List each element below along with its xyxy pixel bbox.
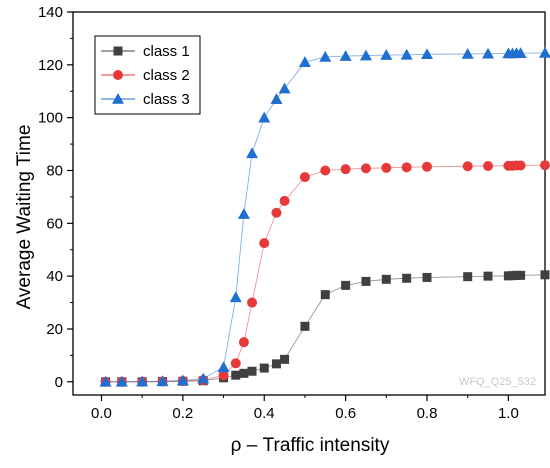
data-point xyxy=(278,82,291,94)
legend-marker xyxy=(112,93,124,104)
data-point xyxy=(319,50,332,62)
data-point xyxy=(115,375,128,387)
data-point xyxy=(259,238,270,249)
data-point xyxy=(218,370,229,381)
x-tick-label: 0.6 xyxy=(335,405,356,422)
data-point xyxy=(539,46,550,58)
data-point xyxy=(380,49,393,60)
data-point xyxy=(247,366,257,376)
legend-item: class 1 xyxy=(101,43,190,60)
data-point xyxy=(461,47,474,59)
legend-marker xyxy=(113,70,123,80)
series-3 xyxy=(99,46,550,387)
data-point xyxy=(540,270,550,280)
y-tick-label: 40 xyxy=(46,268,63,285)
data-point xyxy=(279,195,290,206)
data-point xyxy=(246,147,259,159)
legend: class 1 class 2 class 3 xyxy=(94,35,201,115)
legend-item: class 3 xyxy=(101,91,190,108)
data-point xyxy=(197,372,210,384)
data-point xyxy=(361,276,371,286)
axes: 0.0 0.2 0.4 0.6 0.8 1.0 0 20 40 60 80 100 120 140 xyxy=(38,4,546,422)
data-point xyxy=(340,164,351,175)
series-2 xyxy=(100,160,550,387)
data-point xyxy=(247,297,258,308)
data-point xyxy=(136,375,149,387)
data-point xyxy=(400,48,413,60)
data-point xyxy=(271,359,281,369)
y-tick-label: 80 xyxy=(46,162,63,179)
data-point xyxy=(483,271,493,281)
data-point xyxy=(280,354,290,364)
data-point xyxy=(341,280,351,290)
data-point xyxy=(483,160,494,171)
data-point xyxy=(540,160,550,171)
data-point xyxy=(299,172,310,183)
series-line xyxy=(105,164,546,383)
y-tick-label: 100 xyxy=(38,110,63,127)
x-tick-label: 0.2 xyxy=(172,405,193,422)
legend-label: class 2 xyxy=(143,67,190,84)
data-point xyxy=(156,375,169,387)
legend-label: class 3 xyxy=(143,91,190,108)
data-point xyxy=(359,49,372,61)
series-layer xyxy=(99,46,550,387)
data-point xyxy=(259,363,269,373)
data-point xyxy=(99,375,112,387)
x-axis-title: ρ – Traffic intensity xyxy=(231,435,390,456)
legend-label: class 1 xyxy=(143,43,190,60)
data-point xyxy=(271,207,282,218)
y-tick-label: 120 xyxy=(38,57,63,74)
data-point xyxy=(482,47,495,59)
watermark: WFQ_Q25_532 xyxy=(459,376,536,388)
data-point xyxy=(421,48,433,60)
data-point xyxy=(381,162,392,173)
y-tick-label: 60 xyxy=(46,215,63,232)
data-point xyxy=(217,361,230,373)
data-point xyxy=(231,370,241,380)
data-point xyxy=(237,208,250,219)
plot-frame xyxy=(72,11,546,396)
data-point xyxy=(463,272,473,282)
y-tick-label: 0 xyxy=(55,374,63,391)
data-point xyxy=(239,368,249,378)
data-point xyxy=(381,274,391,284)
legend-item: class 2 xyxy=(101,67,190,84)
data-point xyxy=(238,337,249,348)
data-point xyxy=(298,56,311,67)
data-point xyxy=(176,374,189,386)
data-point xyxy=(402,273,412,283)
x-tick-label: 0.0 xyxy=(91,405,112,422)
y-tick-label: 140 xyxy=(38,4,63,21)
data-point xyxy=(270,93,283,104)
data-point xyxy=(300,321,310,331)
x-tick-label: 0.8 xyxy=(417,405,438,422)
data-point xyxy=(422,272,432,282)
data-point xyxy=(230,358,241,369)
x-tick-label: 1.0 xyxy=(498,405,519,422)
data-point xyxy=(360,163,371,174)
data-point xyxy=(320,290,330,300)
legend-marker xyxy=(113,46,123,56)
data-point xyxy=(401,162,412,173)
series-1 xyxy=(101,270,550,387)
data-point xyxy=(229,291,242,303)
y-tick-label: 20 xyxy=(46,321,63,338)
data-point xyxy=(258,111,271,123)
y-axis-title: Average Waiting Time xyxy=(14,125,35,310)
data-point xyxy=(462,161,473,172)
data-point xyxy=(515,160,526,171)
data-point xyxy=(339,50,352,61)
data-point xyxy=(514,47,527,59)
x-tick-label: 0.4 xyxy=(254,405,275,422)
data-point xyxy=(320,165,331,176)
data-point xyxy=(422,161,432,172)
data-point xyxy=(516,270,526,280)
